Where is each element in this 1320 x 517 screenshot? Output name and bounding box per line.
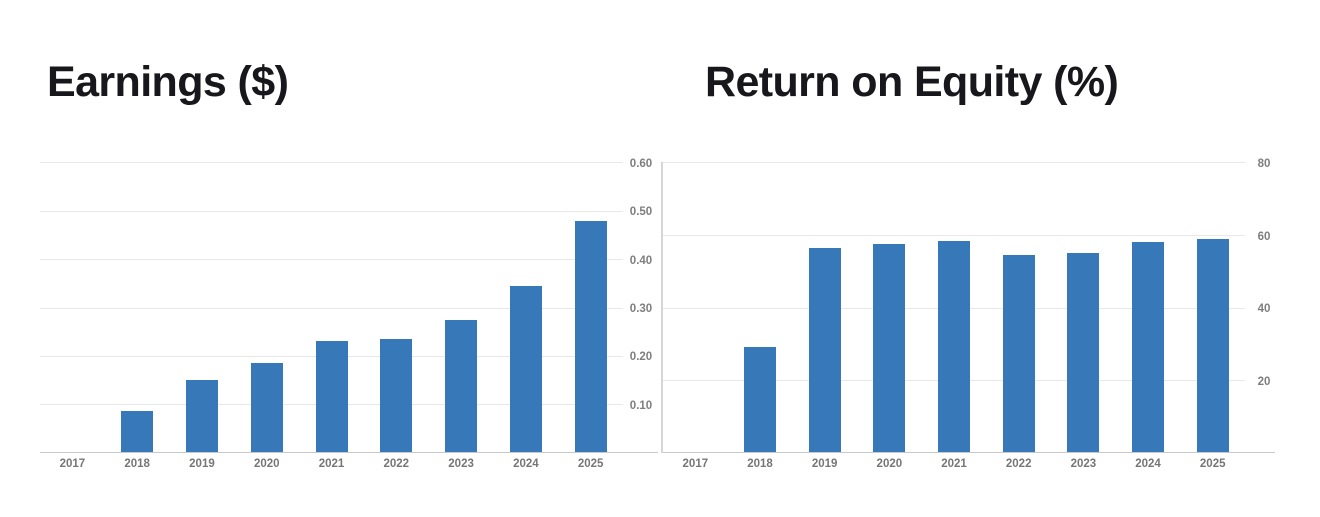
gridline-0.40 bbox=[40, 259, 623, 261]
bar-2020 bbox=[873, 244, 906, 452]
earnings-x-axis: 2017 2018 2019 2020 2021 2022 2023 2024 2025 bbox=[40, 457, 623, 473]
x-tick-label-2024: 2024 bbox=[513, 458, 539, 470]
y-tick-label-0.60: 0.60 bbox=[629, 158, 653, 170]
gridline-60 bbox=[663, 235, 1245, 237]
bar-2020 bbox=[250, 362, 283, 452]
earnings-chart-panel: Earnings ($) 0.10 0.20 0.30 0.40 0.50 0.60 20… bbox=[40, 58, 659, 473]
roe-x-axis: 2017 2018 2019 2020 2021 2022 2023 2024 2025 bbox=[663, 457, 1245, 473]
x-tick-label-2021: 2021 bbox=[941, 458, 967, 470]
x-tick-label-2025: 2025 bbox=[577, 458, 604, 470]
bar-2022 bbox=[380, 338, 413, 452]
bar-2021 bbox=[315, 341, 348, 452]
x-tick-label-2022: 2022 bbox=[1005, 458, 1032, 470]
bar-2021 bbox=[938, 240, 970, 452]
gridline-0.30 bbox=[40, 307, 623, 309]
x-tick-label-2018: 2018 bbox=[747, 458, 773, 470]
roe-y-axis-line bbox=[661, 162, 663, 453]
x-tick-label-2019: 2019 bbox=[189, 458, 215, 470]
x-tick-label-2017: 2017 bbox=[682, 458, 709, 470]
bar-2023 bbox=[1067, 253, 1100, 452]
bar-2018 bbox=[121, 411, 154, 452]
earnings-y-axis: 0.10 0.20 0.30 0.40 0.50 0.60 bbox=[623, 158, 659, 452]
bar-2025 bbox=[1196, 238, 1229, 452]
x-tick-label-2021: 2021 bbox=[318, 458, 345, 470]
y-tick-label-40: 40 bbox=[1257, 303, 1271, 315]
x-tick-label-2019: 2019 bbox=[811, 458, 838, 470]
bar-2023 bbox=[445, 319, 478, 452]
x-tick-label-2022: 2022 bbox=[383, 458, 410, 470]
x-tick-label-2018: 2018 bbox=[124, 458, 150, 470]
y-tick-label-0.40: 0.40 bbox=[629, 254, 653, 267]
x-tick-label-2023: 2023 bbox=[1070, 458, 1097, 470]
earnings-x-axis-line bbox=[40, 452, 658, 453]
bar-2024 bbox=[509, 285, 542, 452]
roe-x-axis-line bbox=[663, 452, 1275, 453]
y-tick-label-0.30: 0.30 bbox=[629, 303, 653, 315]
y-tick-label-0.20: 0.20 bbox=[629, 351, 653, 364]
roe-chart-panel: Return on Equity (%) 20 40 60 80 2017 2018 20… bbox=[660, 0, 1320, 517]
bar-2019 bbox=[185, 379, 218, 452]
earnings-chart-title: Earnings ($) bbox=[47, 58, 289, 106]
bar-2022 bbox=[1002, 255, 1035, 452]
roe-plot-area bbox=[663, 162, 1245, 452]
bar-2019 bbox=[808, 247, 841, 452]
x-tick-label-2023: 2023 bbox=[448, 458, 474, 470]
y-tick-label-60: 60 bbox=[1257, 230, 1271, 243]
bar-2018 bbox=[743, 347, 776, 452]
x-tick-label-2017: 2017 bbox=[59, 458, 86, 470]
roe-y-axis: 20 40 60 80 bbox=[1247, 158, 1281, 452]
x-tick-label-2020: 2020 bbox=[876, 458, 903, 470]
bar-2024 bbox=[1132, 242, 1164, 452]
y-tick-label-80: 80 bbox=[1257, 158, 1271, 170]
y-tick-label-20: 20 bbox=[1257, 375, 1271, 388]
y-tick-label-0.10: 0.10 bbox=[629, 399, 653, 412]
earnings-plot-area bbox=[40, 162, 623, 452]
x-tick-label-2025: 2025 bbox=[1199, 458, 1226, 470]
gridline-0.50 bbox=[40, 211, 623, 213]
x-tick-label-2020: 2020 bbox=[253, 458, 280, 470]
roe-chart-title: Return on Equity (%) bbox=[705, 58, 1119, 106]
x-tick-label-2024: 2024 bbox=[1135, 458, 1161, 470]
bar-2025 bbox=[574, 220, 607, 452]
y-tick-label-0.50: 0.50 bbox=[629, 206, 653, 219]
